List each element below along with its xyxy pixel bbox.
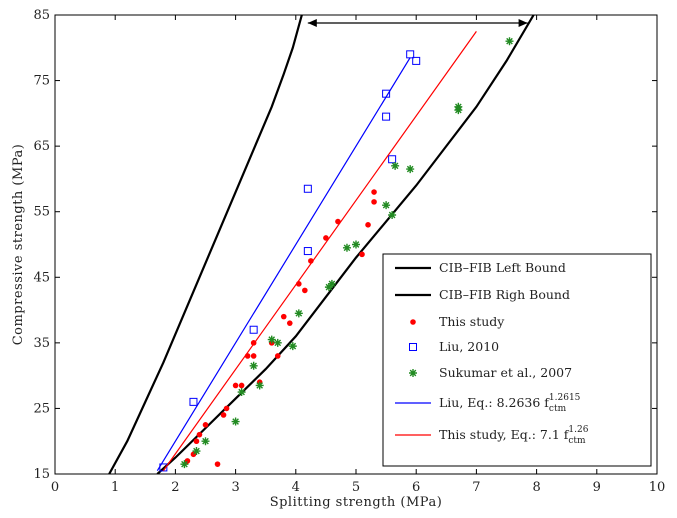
legend-swatch-square bbox=[409, 343, 417, 351]
data-point-sukumar bbox=[180, 460, 189, 469]
legend-label: Sukumar et al., 2007 bbox=[439, 365, 572, 380]
data-point-sukumar bbox=[231, 417, 240, 426]
y-tick-label: 65 bbox=[33, 139, 50, 154]
data-point-sukumar bbox=[267, 335, 276, 344]
data-point-sukumar bbox=[327, 279, 336, 288]
data-point-sukumar bbox=[388, 210, 397, 219]
data-point-sukumar bbox=[249, 361, 258, 370]
data-point-this-study bbox=[365, 222, 371, 228]
legend-swatch-star bbox=[409, 369, 417, 377]
y-tick-label: 55 bbox=[33, 205, 50, 220]
series-line bbox=[162, 31, 477, 472]
y-tick-label: 35 bbox=[33, 336, 50, 351]
data-point-this-study bbox=[220, 412, 227, 418]
data-point-this-study bbox=[280, 313, 287, 320]
y-tick-label: 85 bbox=[33, 8, 50, 23]
data-point-this-study bbox=[202, 422, 209, 428]
data-point-this-study bbox=[302, 287, 308, 294]
data-point-liu bbox=[303, 184, 312, 193]
data-point-sukumar bbox=[237, 388, 246, 397]
data-point-sukumar bbox=[342, 243, 351, 252]
data-point-liu bbox=[388, 155, 397, 164]
y-tick-label: 15 bbox=[33, 467, 50, 482]
data-point-sukumar bbox=[273, 338, 282, 347]
data-point-liu bbox=[189, 397, 198, 406]
x-tick-label: 6 bbox=[412, 480, 420, 495]
data-point-this-study bbox=[238, 382, 245, 389]
series-line bbox=[156, 57, 411, 472]
y-tick-label: 25 bbox=[33, 401, 50, 416]
annotation-arrow-head-left bbox=[307, 19, 317, 27]
data-point-sukumar bbox=[505, 37, 514, 46]
x-tick-label: 3 bbox=[231, 480, 239, 495]
data-point-this-study bbox=[323, 235, 329, 241]
data-point-this-study bbox=[232, 382, 239, 389]
data-point-sukumar bbox=[255, 381, 264, 390]
legend-label-subscript: ctm bbox=[568, 436, 586, 446]
annotation-arrow-head-right bbox=[518, 19, 528, 27]
x-tick-label: 5 bbox=[352, 480, 360, 495]
x-axis-title: Splitting strength (MPa) bbox=[270, 495, 443, 510]
legend-label: CIB–FIB Left Bound bbox=[439, 260, 566, 275]
x-tick-label: 1 bbox=[111, 480, 119, 495]
y-tick-label: 45 bbox=[33, 270, 50, 285]
data-point-sukumar bbox=[352, 240, 360, 249]
data-point-liu bbox=[406, 50, 415, 59]
legend-label: Liu, Eq.: 8.2636 f1.2615 bbox=[439, 393, 581, 410]
y-tick-label: 75 bbox=[33, 74, 50, 89]
legend-label: This study, Eq.: 7.1 f1.26 bbox=[439, 425, 589, 442]
legend-label: This study bbox=[439, 314, 505, 329]
data-point-sukumar bbox=[382, 201, 391, 210]
x-tick-label: 2 bbox=[171, 480, 179, 495]
data-point-this-study bbox=[274, 353, 281, 359]
data-point-sukumar bbox=[294, 309, 303, 318]
x-tick-label: 8 bbox=[532, 480, 540, 495]
legend-swatch-dot bbox=[410, 319, 416, 325]
legend-label: CIB–FIB Righ Bound bbox=[439, 287, 570, 302]
data-point-sukumar bbox=[201, 437, 210, 446]
data-point-sukumar bbox=[192, 447, 201, 456]
data-point-sukumar bbox=[406, 165, 415, 174]
data-point-this-study bbox=[196, 431, 203, 438]
legend-label-subscript: ctm bbox=[549, 404, 567, 414]
legend-label: Liu, 2010 bbox=[439, 339, 499, 354]
data-point-sukumar bbox=[391, 161, 400, 170]
data-point-sukumar bbox=[454, 102, 463, 111]
data-point-this-study bbox=[286, 320, 293, 326]
plot-area bbox=[108, 15, 535, 474]
legend-box bbox=[382, 253, 652, 467]
x-tick-label: 0 bbox=[51, 480, 59, 495]
data-point-this-study bbox=[214, 461, 221, 467]
x-tick-label: 9 bbox=[593, 480, 601, 495]
series-line bbox=[108, 15, 303, 474]
data-point-this-study bbox=[250, 353, 257, 359]
data-point-liu bbox=[303, 247, 312, 256]
data-point-this-study bbox=[371, 199, 377, 205]
data-point-this-study bbox=[371, 189, 377, 195]
x-tick-label: 7 bbox=[472, 480, 480, 495]
x-tick-label: 10 bbox=[649, 480, 666, 495]
data-point-this-study bbox=[193, 438, 200, 445]
data-point-liu bbox=[249, 325, 258, 334]
data-point-liu bbox=[412, 56, 421, 65]
series-line bbox=[156, 15, 535, 474]
x-tick-label: 4 bbox=[292, 480, 300, 495]
y-axis-title: Compressive strength (MPa) bbox=[11, 144, 26, 346]
data-point-this-study bbox=[359, 251, 365, 258]
data-point-sukumar bbox=[288, 342, 297, 351]
data-point-liu bbox=[382, 112, 391, 121]
data-point-sukumar bbox=[324, 283, 333, 292]
data-point-this-study bbox=[223, 405, 230, 412]
